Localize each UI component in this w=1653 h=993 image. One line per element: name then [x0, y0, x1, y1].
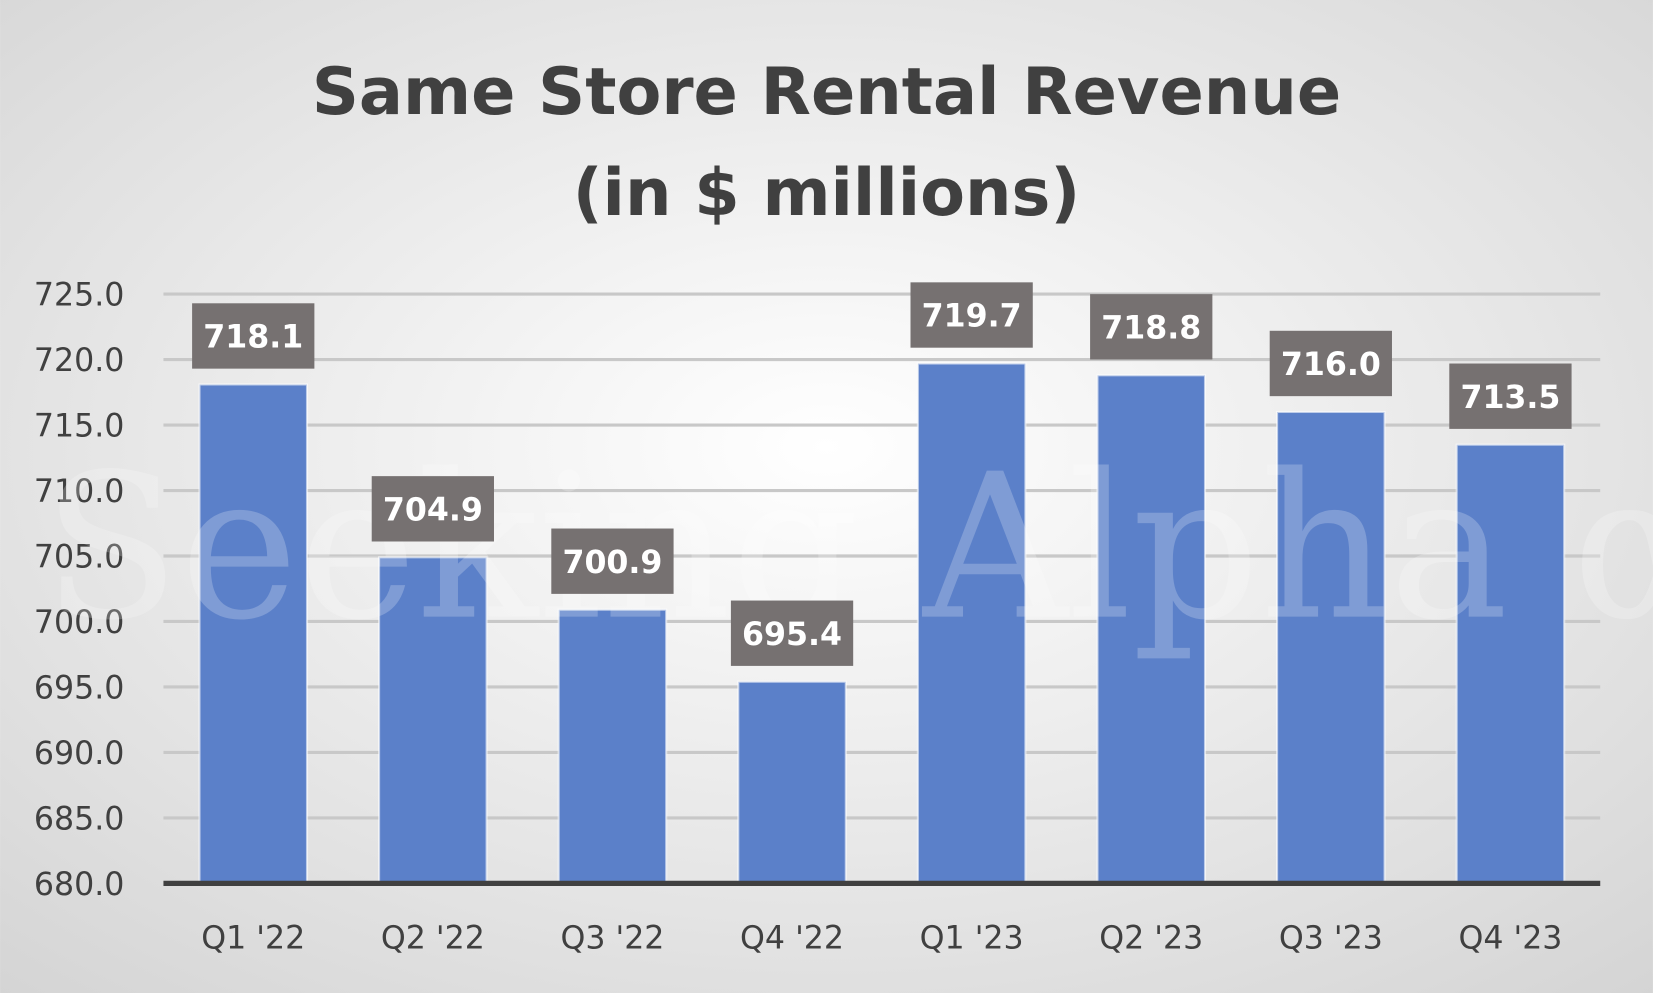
data-label-box: [371, 476, 494, 542]
x-tick-label: Q2 '22: [381, 921, 485, 957]
x-tick-label: Q1 '22: [201, 921, 305, 957]
x-tick-label: Q2 '23: [1099, 921, 1203, 957]
bar: [737, 680, 847, 885]
bar: [1276, 410, 1386, 885]
y-tick-label: 690.0: [34, 736, 125, 772]
data-label: 704.9: [383, 492, 483, 528]
data-label-box: [1090, 294, 1213, 360]
y-tick-label: 720.0: [34, 343, 125, 379]
y-tick-label: 725.0: [34, 278, 125, 314]
y-tick-label: 695.0: [34, 671, 125, 707]
y-tick-label: 700.0: [34, 605, 125, 641]
x-tick-label: Q4 '22: [740, 921, 844, 957]
y-tick-label: 715.0: [34, 409, 125, 445]
bar: [916, 362, 1027, 885]
x-tick-label: Q4 '23: [1458, 921, 1562, 957]
y-tick-label: 710.0: [34, 474, 125, 510]
bar: [378, 556, 488, 885]
data-label-box: [551, 528, 674, 594]
data-label-box: [910, 282, 1033, 348]
data-label: 718.1: [203, 320, 303, 356]
data-label-box: [1449, 363, 1572, 429]
y-tick-label: 680.0: [34, 867, 125, 903]
bar: [1096, 374, 1207, 885]
y-tick-label: 705.0: [34, 540, 125, 576]
x-tick-label: Q1 '23: [920, 921, 1024, 957]
chart-subtitle: (in $ millions): [573, 155, 1081, 231]
x-tick-label: Q3 '22: [560, 921, 664, 957]
data-label-box: [192, 303, 315, 369]
data-label: 716.0: [1281, 347, 1381, 383]
x-tick-label: Q3 '23: [1279, 921, 1383, 957]
bar: [557, 608, 668, 885]
bar: [198, 383, 309, 885]
y-tick-label: 685.0: [34, 801, 125, 837]
data-label-box: [1269, 330, 1392, 397]
data-label: 713.5: [1460, 380, 1560, 416]
data-label: 719.7: [922, 299, 1022, 335]
chart-title: Same Store Rental Revenue: [312, 54, 1341, 130]
data-label: 718.8: [1101, 310, 1201, 346]
bar: [1455, 443, 1566, 885]
data-label-box: [730, 600, 854, 666]
data-label: 695.4: [742, 617, 842, 653]
data-label: 700.9: [562, 545, 662, 581]
